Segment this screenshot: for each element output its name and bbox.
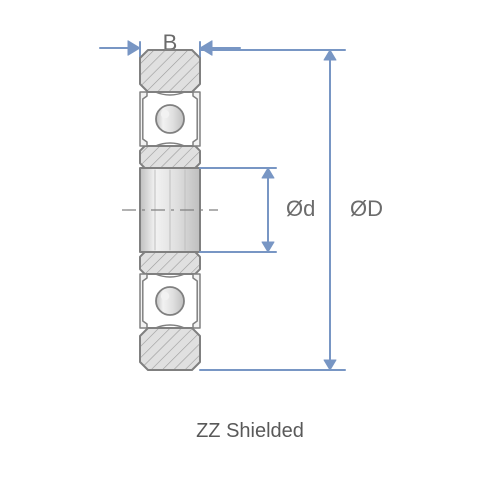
page: BØdØD ZZ Shielded: [0, 0, 500, 500]
caption: ZZ Shielded: [0, 420, 500, 443]
svg-text:Ød: Ød: [286, 196, 315, 221]
bearing-cross-section: [122, 50, 218, 370]
svg-text:ØD: ØD: [350, 196, 383, 221]
